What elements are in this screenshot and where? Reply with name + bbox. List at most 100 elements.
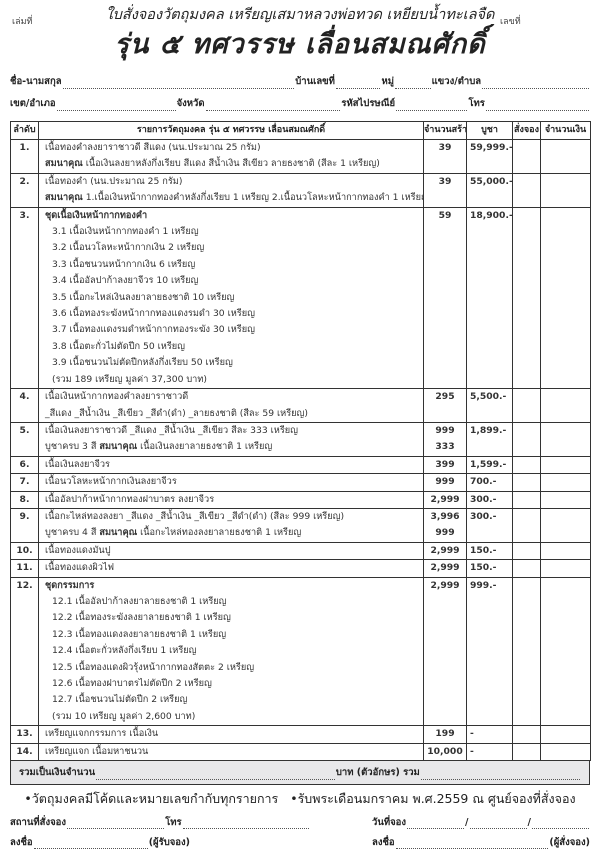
row-quantity-made: 3,996 999 [423, 507, 467, 543]
row-order-field[interactable] [512, 559, 541, 578]
phone-field[interactable] [485, 101, 589, 111]
form-title: รุ่น ๕ ทศวรรษ เลื่อนสมณศักดิ์ [114, 29, 486, 60]
row-price: 150.- [466, 541, 513, 561]
house-no-field[interactable] [335, 79, 381, 89]
row-amount-field[interactable] [540, 490, 591, 509]
book-number-label: เล่มที่ [12, 17, 33, 27]
row-number: 5. [10, 421, 39, 457]
row-price: 300.- [466, 490, 513, 509]
row-description: เนื้อทองคำ (นน.ประมาณ 25 กรัม) สมนาคุณ 1.… [38, 172, 424, 208]
row-order-field[interactable] [512, 421, 541, 457]
row-amount-field[interactable] [540, 742, 591, 762]
row-description: เหรียญแจก เนื้อมหาชนวน [38, 742, 424, 762]
date-year-field[interactable] [531, 819, 589, 830]
district-field[interactable] [56, 101, 176, 111]
item-set-title: ชุดเนื้อเงินหน้ากากทองคำ [45, 209, 148, 221]
table-row: 10. เนื้อทองแดงมันปู 2,999 150.- [10, 541, 591, 561]
row-description: เนื้อเงินหน้ากากทองคำลงยาราชาวดี _สีแดง _… [38, 388, 424, 423]
row-order-field[interactable] [512, 742, 541, 762]
total-text-field[interactable] [420, 770, 580, 781]
row-amount-field[interactable] [540, 559, 591, 578]
row-order-field[interactable] [512, 576, 541, 727]
row-order-field[interactable] [512, 490, 541, 509]
col-quantity-made: จำนวนสร้าง [423, 121, 467, 140]
row-price: 5,500.- [466, 388, 513, 423]
province-field[interactable] [205, 101, 341, 111]
moo-field[interactable] [395, 79, 431, 89]
form-body: ลำดับ รายการวัตถุมงคล รุ่น ๕ ทศวรรษ เลื่… [10, 121, 591, 850]
row-order-field[interactable] [512, 725, 541, 744]
row-quantity-made: 999 [423, 473, 467, 492]
row-price: 55,000.- [466, 172, 513, 208]
row-order-field[interactable] [512, 388, 541, 423]
receiver-sign-field[interactable] [33, 839, 148, 850]
row-order-field[interactable] [512, 206, 541, 390]
row-amount-field[interactable] [540, 725, 591, 744]
item-line: เหรียญแจกกรรมการ เนื้อเงิน [45, 728, 159, 740]
item-line: 3.4 เนื้ออัลปาก้าลงยาจีวร 10 เหรียญ [52, 275, 199, 287]
row-amount-field[interactable] [540, 172, 591, 208]
item-line: 12.2 เนื้อทองระฆังลงยาลายธงชาติ 1 เหรียญ [52, 612, 231, 624]
row-order-field[interactable] [512, 139, 541, 174]
item-line: 3.2 เนื้อนวโลหะหน้ากากเงิน 2 เหรียญ [52, 242, 205, 254]
row-quantity-made: 999 333 [423, 421, 467, 457]
item-line: เนื้อทองแดงผิวไฟ [45, 562, 115, 574]
item-line: _สีแดง _สีน้ำเงิน _สีเขียว _สีดำ(ดำ) _ลา… [45, 407, 308, 419]
item-line: 12.7 เนื้อชนวนไม่ตัดปีก 2 เหรียญ [52, 694, 188, 706]
col-order: สั่งจอง [512, 121, 541, 140]
row-price: 300.- [466, 507, 513, 543]
item-line: เนื้อเงินลงยาจีวร [45, 458, 110, 470]
row-amount-field[interactable] [540, 576, 591, 727]
row-order-field[interactable] [512, 455, 541, 475]
row-quantity-made: 10,000 [423, 742, 467, 762]
item-line: (รวม 189 เหรียญ มูลค่า 37,300 บาท) [52, 373, 207, 385]
name-field[interactable] [62, 79, 295, 89]
row-description: เหรียญแจกกรรมการ เนื้อเงิน [38, 725, 424, 744]
row-amount-field[interactable] [540, 507, 591, 543]
table-row: 3. ชุดเนื้อเงินหน้ากากทองคำ 3.1 เนื้อเงิน… [10, 206, 591, 390]
item-line: 3.8 เนื้อตะกั่วไม่ตัดปีก 50 เหรียญ [52, 340, 185, 352]
orderer-sign-field[interactable] [395, 839, 549, 850]
row-quantity-made: 2,999 [423, 490, 467, 509]
place-field[interactable] [67, 819, 165, 830]
table-row: 12. ชุดกรรมการ 12.1 เนื้ออัลปาก้าลงยาลายธ… [10, 576, 591, 727]
total-row: รวมเป็นเงินจำนวน บาท (ตัวอักษร) รวม [10, 761, 590, 786]
total-amount-field[interactable] [96, 770, 335, 781]
row-order-field[interactable] [512, 172, 541, 208]
row-order-field[interactable] [512, 541, 541, 561]
row-quantity-made: 39 [423, 172, 467, 208]
row-order-field[interactable] [512, 507, 541, 543]
row-quantity-made: 2,999 [423, 559, 467, 578]
item-line: 3.3 เนื้อชนวนหน้ากากเงิน 6 เหรียญ [52, 258, 196, 270]
row-amount-field[interactable] [540, 541, 591, 561]
table-row: 11. เนื้อทองแดงผิวไฟ 2,999 150.- [10, 559, 591, 578]
notes: •วัตถุมงคลมีโค้ดและหมายเลขกำกับทุกรายการ… [10, 791, 590, 807]
item-line: 12.3 เนื้อทองแดงลงยาลายธงชาติ 1 เหรียญ [52, 628, 227, 640]
row-number: 7. [10, 473, 39, 492]
row-amount-field[interactable] [540, 455, 591, 475]
item-line: 3.5 เนื้อกะไหล่เงินลงยาลายธงชาติ 10 เหรี… [52, 291, 235, 303]
subdistrict-field[interactable] [482, 79, 589, 89]
row-amount-field[interactable] [540, 139, 591, 174]
postcode-field[interactable] [396, 101, 468, 111]
row-number: 12. [10, 576, 39, 727]
receiver-sign-line: ลงชื่อ (ผู้รับจอง) [10, 837, 190, 850]
row-amount-field[interactable] [540, 473, 591, 492]
row-description: เนื้อนวโลหะหน้ากากเงินลงยาจีวร [38, 473, 424, 492]
footer-phone-field[interactable] [182, 819, 309, 830]
row-amount-field[interactable] [540, 206, 591, 390]
row-description: เนื้อเงินลงยาราชาวดี _สีแดง _สีน้ำเงิน _… [38, 421, 424, 457]
table-row: 2. เนื้อทองคำ (นน.ประมาณ 25 กรัม) สมนาคุณ… [10, 172, 591, 208]
address-line-1: ชื่อ-นามสกุล บ้านเลขที่ หมู่ แขวง/ตำบล [10, 74, 590, 89]
date-month-field[interactable] [469, 819, 527, 830]
row-quantity-made: 39 [423, 139, 467, 174]
row-amount-field[interactable] [540, 421, 591, 457]
row-number: 1. [10, 139, 39, 174]
row-description: ชุดกรรมการ 12.1 เนื้ออัลปาก้าลงยาลายธงชาต… [38, 576, 424, 727]
item-line: เนื้อทองคำ (นน.ประมาณ 25 กรัม) [45, 175, 183, 187]
row-order-field[interactable] [512, 473, 541, 492]
row-quantity-made: 2,999 [423, 541, 467, 561]
row-number: 2. [10, 172, 39, 208]
row-amount-field[interactable] [540, 388, 591, 423]
date-day-field[interactable] [407, 819, 465, 830]
